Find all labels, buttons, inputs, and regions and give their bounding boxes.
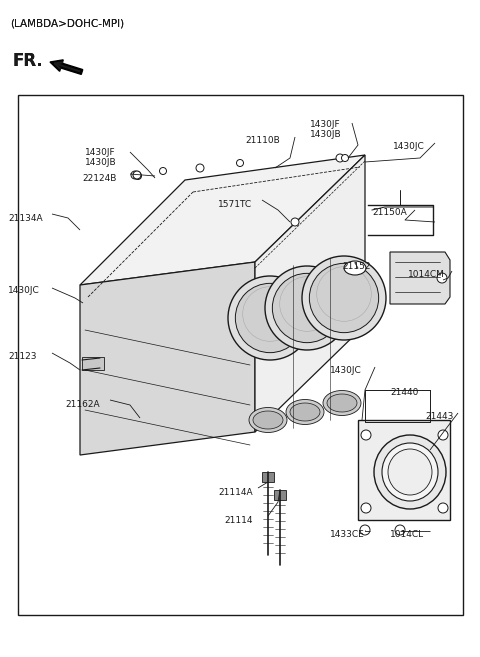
Circle shape [360, 525, 370, 535]
Ellipse shape [272, 273, 342, 343]
Ellipse shape [344, 261, 366, 275]
Ellipse shape [327, 394, 357, 412]
Bar [18, 95, 463, 615]
Circle shape [133, 171, 141, 179]
Text: 21114: 21114 [224, 516, 252, 525]
Text: 1430JC: 1430JC [393, 142, 425, 151]
Text: 21440: 21440 [390, 388, 419, 397]
Text: 1430JC: 1430JC [330, 366, 362, 375]
Ellipse shape [388, 449, 432, 495]
Ellipse shape [302, 256, 386, 340]
Polygon shape [255, 155, 365, 432]
Polygon shape [80, 262, 255, 455]
Text: 1430JC: 1430JC [8, 286, 40, 295]
Circle shape [336, 154, 344, 162]
Ellipse shape [323, 390, 361, 415]
Ellipse shape [290, 403, 320, 421]
Text: 21443: 21443 [425, 412, 454, 421]
Text: 1014CM: 1014CM [408, 270, 445, 279]
Polygon shape [80, 155, 365, 285]
Polygon shape [390, 252, 450, 304]
Circle shape [134, 173, 142, 179]
Text: 21150A: 21150A [372, 208, 407, 217]
Ellipse shape [265, 266, 349, 350]
Ellipse shape [235, 283, 305, 353]
Circle shape [291, 218, 299, 226]
Circle shape [437, 273, 447, 283]
Text: 21152: 21152 [342, 262, 371, 271]
Text: 1430JF
1430JB: 1430JF 1430JB [85, 148, 117, 168]
Circle shape [159, 168, 167, 175]
FancyArrow shape [50, 60, 83, 74]
Text: 21134A: 21134A [8, 214, 43, 223]
Text: 21123: 21123 [8, 352, 36, 361]
Circle shape [341, 154, 348, 162]
Text: 1433CE: 1433CE [330, 530, 365, 539]
Circle shape [395, 525, 405, 535]
Circle shape [438, 503, 448, 513]
Circle shape [361, 503, 371, 513]
Text: 1430JF
1430JB: 1430JF 1430JB [310, 120, 342, 139]
Text: 1014CL: 1014CL [390, 530, 424, 539]
Circle shape [196, 164, 204, 172]
Text: FR.: FR. [12, 52, 43, 70]
Ellipse shape [249, 407, 287, 432]
Text: (LAMBDA>DOHC-MPI): (LAMBDA>DOHC-MPI) [10, 18, 124, 28]
Circle shape [438, 430, 448, 440]
Ellipse shape [228, 276, 312, 360]
Text: 21162A: 21162A [65, 400, 100, 409]
Text: 22124B: 22124B [82, 174, 116, 183]
Text: FR.: FR. [12, 52, 43, 70]
Circle shape [361, 430, 371, 440]
Bar [82, 357, 104, 370]
Text: 1571TC: 1571TC [218, 200, 252, 209]
Ellipse shape [382, 443, 438, 501]
Bar [262, 472, 274, 482]
Ellipse shape [286, 399, 324, 424]
Ellipse shape [253, 411, 283, 429]
Circle shape [237, 160, 243, 166]
Bar [274, 490, 286, 500]
Text: (LAMBDA>DOHC-MPI): (LAMBDA>DOHC-MPI) [10, 18, 124, 28]
Text: 21110B: 21110B [245, 136, 280, 145]
Ellipse shape [374, 435, 446, 509]
Bar [358, 420, 450, 520]
Text: 21114A: 21114A [218, 488, 252, 497]
Ellipse shape [309, 263, 379, 332]
Circle shape [131, 171, 139, 179]
